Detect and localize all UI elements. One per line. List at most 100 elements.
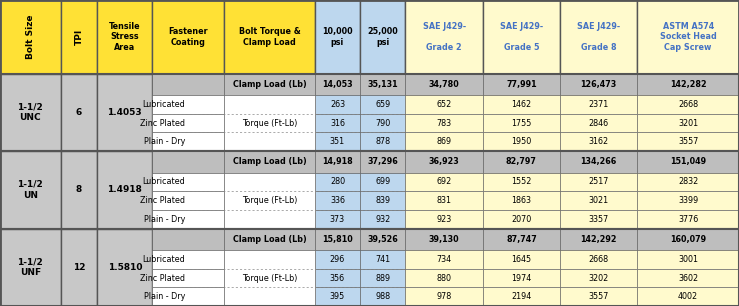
Bar xyxy=(406,151,483,173)
Bar xyxy=(224,229,315,250)
Bar xyxy=(360,210,406,229)
Text: 869: 869 xyxy=(437,137,452,146)
Text: 3162: 3162 xyxy=(589,137,609,146)
Text: 10,000
psi: 10,000 psi xyxy=(322,27,353,47)
Bar xyxy=(483,191,560,210)
Bar xyxy=(224,73,315,95)
Text: Zinc Plated: Zinc Plated xyxy=(140,274,185,282)
Text: 263: 263 xyxy=(330,100,345,109)
Text: 3602: 3602 xyxy=(678,274,698,282)
Bar xyxy=(406,287,483,306)
Bar xyxy=(0,0,61,73)
Bar xyxy=(406,132,483,151)
Bar xyxy=(560,73,637,95)
Bar xyxy=(560,114,637,132)
Text: 2668: 2668 xyxy=(678,100,698,109)
Bar xyxy=(315,229,360,250)
Text: Plain - Dry: Plain - Dry xyxy=(144,137,185,146)
Text: 1755: 1755 xyxy=(511,119,531,128)
Bar xyxy=(406,250,483,269)
Bar xyxy=(360,191,406,210)
Bar xyxy=(152,0,224,73)
Bar xyxy=(315,114,360,132)
Bar xyxy=(152,73,224,95)
Text: 35,131: 35,131 xyxy=(367,80,398,89)
Bar xyxy=(560,269,637,287)
Bar xyxy=(560,287,637,306)
Bar xyxy=(0,73,61,151)
Text: 699: 699 xyxy=(375,177,390,186)
Text: Clamp Load (Lb): Clamp Load (Lb) xyxy=(233,157,307,166)
Bar xyxy=(406,210,483,229)
Text: 356: 356 xyxy=(330,274,345,282)
Bar xyxy=(406,173,483,191)
Text: 839: 839 xyxy=(375,196,390,205)
Text: 39,130: 39,130 xyxy=(429,235,460,244)
Text: 160,079: 160,079 xyxy=(670,235,706,244)
Text: 923: 923 xyxy=(437,215,452,224)
Bar xyxy=(152,250,224,269)
Text: Zinc Plated: Zinc Plated xyxy=(140,119,185,128)
Bar xyxy=(637,73,739,95)
Text: 2846: 2846 xyxy=(589,119,609,128)
Text: 734: 734 xyxy=(437,255,452,264)
Text: 2517: 2517 xyxy=(588,177,609,186)
Bar xyxy=(315,0,360,73)
Bar xyxy=(61,229,98,306)
Text: 4002: 4002 xyxy=(678,292,698,301)
Bar xyxy=(0,151,61,229)
Text: 3557: 3557 xyxy=(678,137,698,146)
Bar xyxy=(560,229,637,250)
Bar xyxy=(315,173,360,191)
Text: 395: 395 xyxy=(330,292,345,301)
Text: 2070: 2070 xyxy=(511,215,531,224)
Text: 14,053: 14,053 xyxy=(322,80,353,89)
Bar xyxy=(0,151,739,229)
Text: 2194: 2194 xyxy=(511,292,531,301)
Text: 296: 296 xyxy=(330,255,345,264)
Text: 659: 659 xyxy=(375,100,390,109)
Text: 978: 978 xyxy=(437,292,452,301)
Bar xyxy=(315,287,360,306)
Text: 77,991: 77,991 xyxy=(506,80,537,89)
Bar xyxy=(406,114,483,132)
Text: Zinc Plated: Zinc Plated xyxy=(140,196,185,205)
Bar xyxy=(152,151,224,173)
Bar xyxy=(224,250,315,306)
Text: 6: 6 xyxy=(76,108,82,117)
Text: 692: 692 xyxy=(437,177,452,186)
Text: Plain - Dry: Plain - Dry xyxy=(144,215,185,224)
Text: 3399: 3399 xyxy=(678,196,698,205)
Text: 1.4053: 1.4053 xyxy=(107,108,142,117)
Text: SAE J429-

Grade 5: SAE J429- Grade 5 xyxy=(500,21,543,52)
Bar xyxy=(483,269,560,287)
Text: 15,810: 15,810 xyxy=(322,235,353,244)
Text: Torque (Ft-Lb): Torque (Ft-Lb) xyxy=(242,119,297,128)
Bar xyxy=(360,0,406,73)
Bar xyxy=(560,191,637,210)
Bar xyxy=(637,95,739,114)
Bar xyxy=(152,210,224,229)
Bar xyxy=(406,95,483,114)
Text: 316: 316 xyxy=(330,119,345,128)
Text: Plain - Dry: Plain - Dry xyxy=(144,292,185,301)
Bar xyxy=(560,250,637,269)
Bar xyxy=(224,0,315,73)
Bar xyxy=(315,151,360,173)
Text: 1950: 1950 xyxy=(511,137,531,146)
Bar xyxy=(152,173,224,191)
Text: 2371: 2371 xyxy=(588,100,609,109)
Bar xyxy=(483,287,560,306)
Text: Clamp Load (Lb): Clamp Load (Lb) xyxy=(233,80,307,89)
Bar xyxy=(315,250,360,269)
Bar xyxy=(152,95,224,114)
Text: Lubricated: Lubricated xyxy=(143,255,185,264)
Text: 36,923: 36,923 xyxy=(429,157,460,166)
Bar xyxy=(560,151,637,173)
Bar xyxy=(152,287,224,306)
Text: Tensile
Stress
Area: Tensile Stress Area xyxy=(109,21,140,52)
Bar xyxy=(483,95,560,114)
Text: 988: 988 xyxy=(375,292,390,301)
Text: Clamp Load (Lb): Clamp Load (Lb) xyxy=(233,235,307,244)
Text: SAE J429-

Grade 8: SAE J429- Grade 8 xyxy=(577,21,620,52)
